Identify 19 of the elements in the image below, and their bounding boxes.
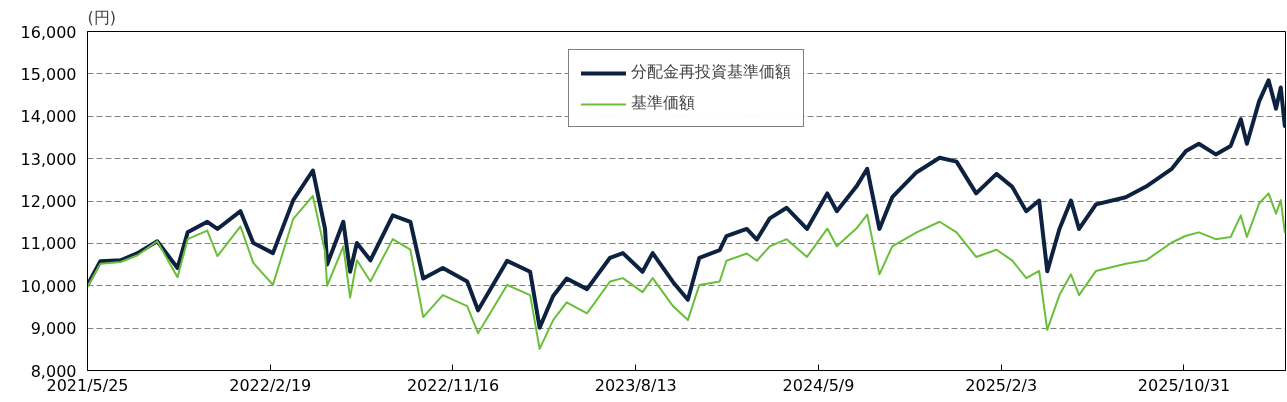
y-axis-title: (円) [87,7,116,27]
y-tick-label: 13,000 [20,149,77,169]
x-tick-label: 2024/5/9 [782,375,855,395]
y-tick-label: 9,000 [30,319,77,339]
y-tick-label: 11,000 [20,234,77,254]
line-series [87,192,1286,350]
y-tick-label: 16,000 [20,22,77,42]
y-tick-label: 14,000 [20,107,77,127]
legend-label: 分配金再投資基準価額 [631,62,791,83]
y-tick-label: 15,000 [20,64,77,84]
x-tick-label: 2023/8/13 [594,375,677,395]
x-tick-label: 2022/2/19 [229,375,312,395]
line-series [87,78,1286,330]
x-tick-label: 2025/10/31 [1137,375,1231,395]
y-tick-label: 12,000 [20,192,77,211]
x-tick-label: 2022/11/16 [406,375,500,395]
x-tick-label: 2025/2/3 [965,375,1038,395]
y-tick-label: 10,000 [20,276,77,296]
legend-label: 基準価額 [631,93,695,114]
